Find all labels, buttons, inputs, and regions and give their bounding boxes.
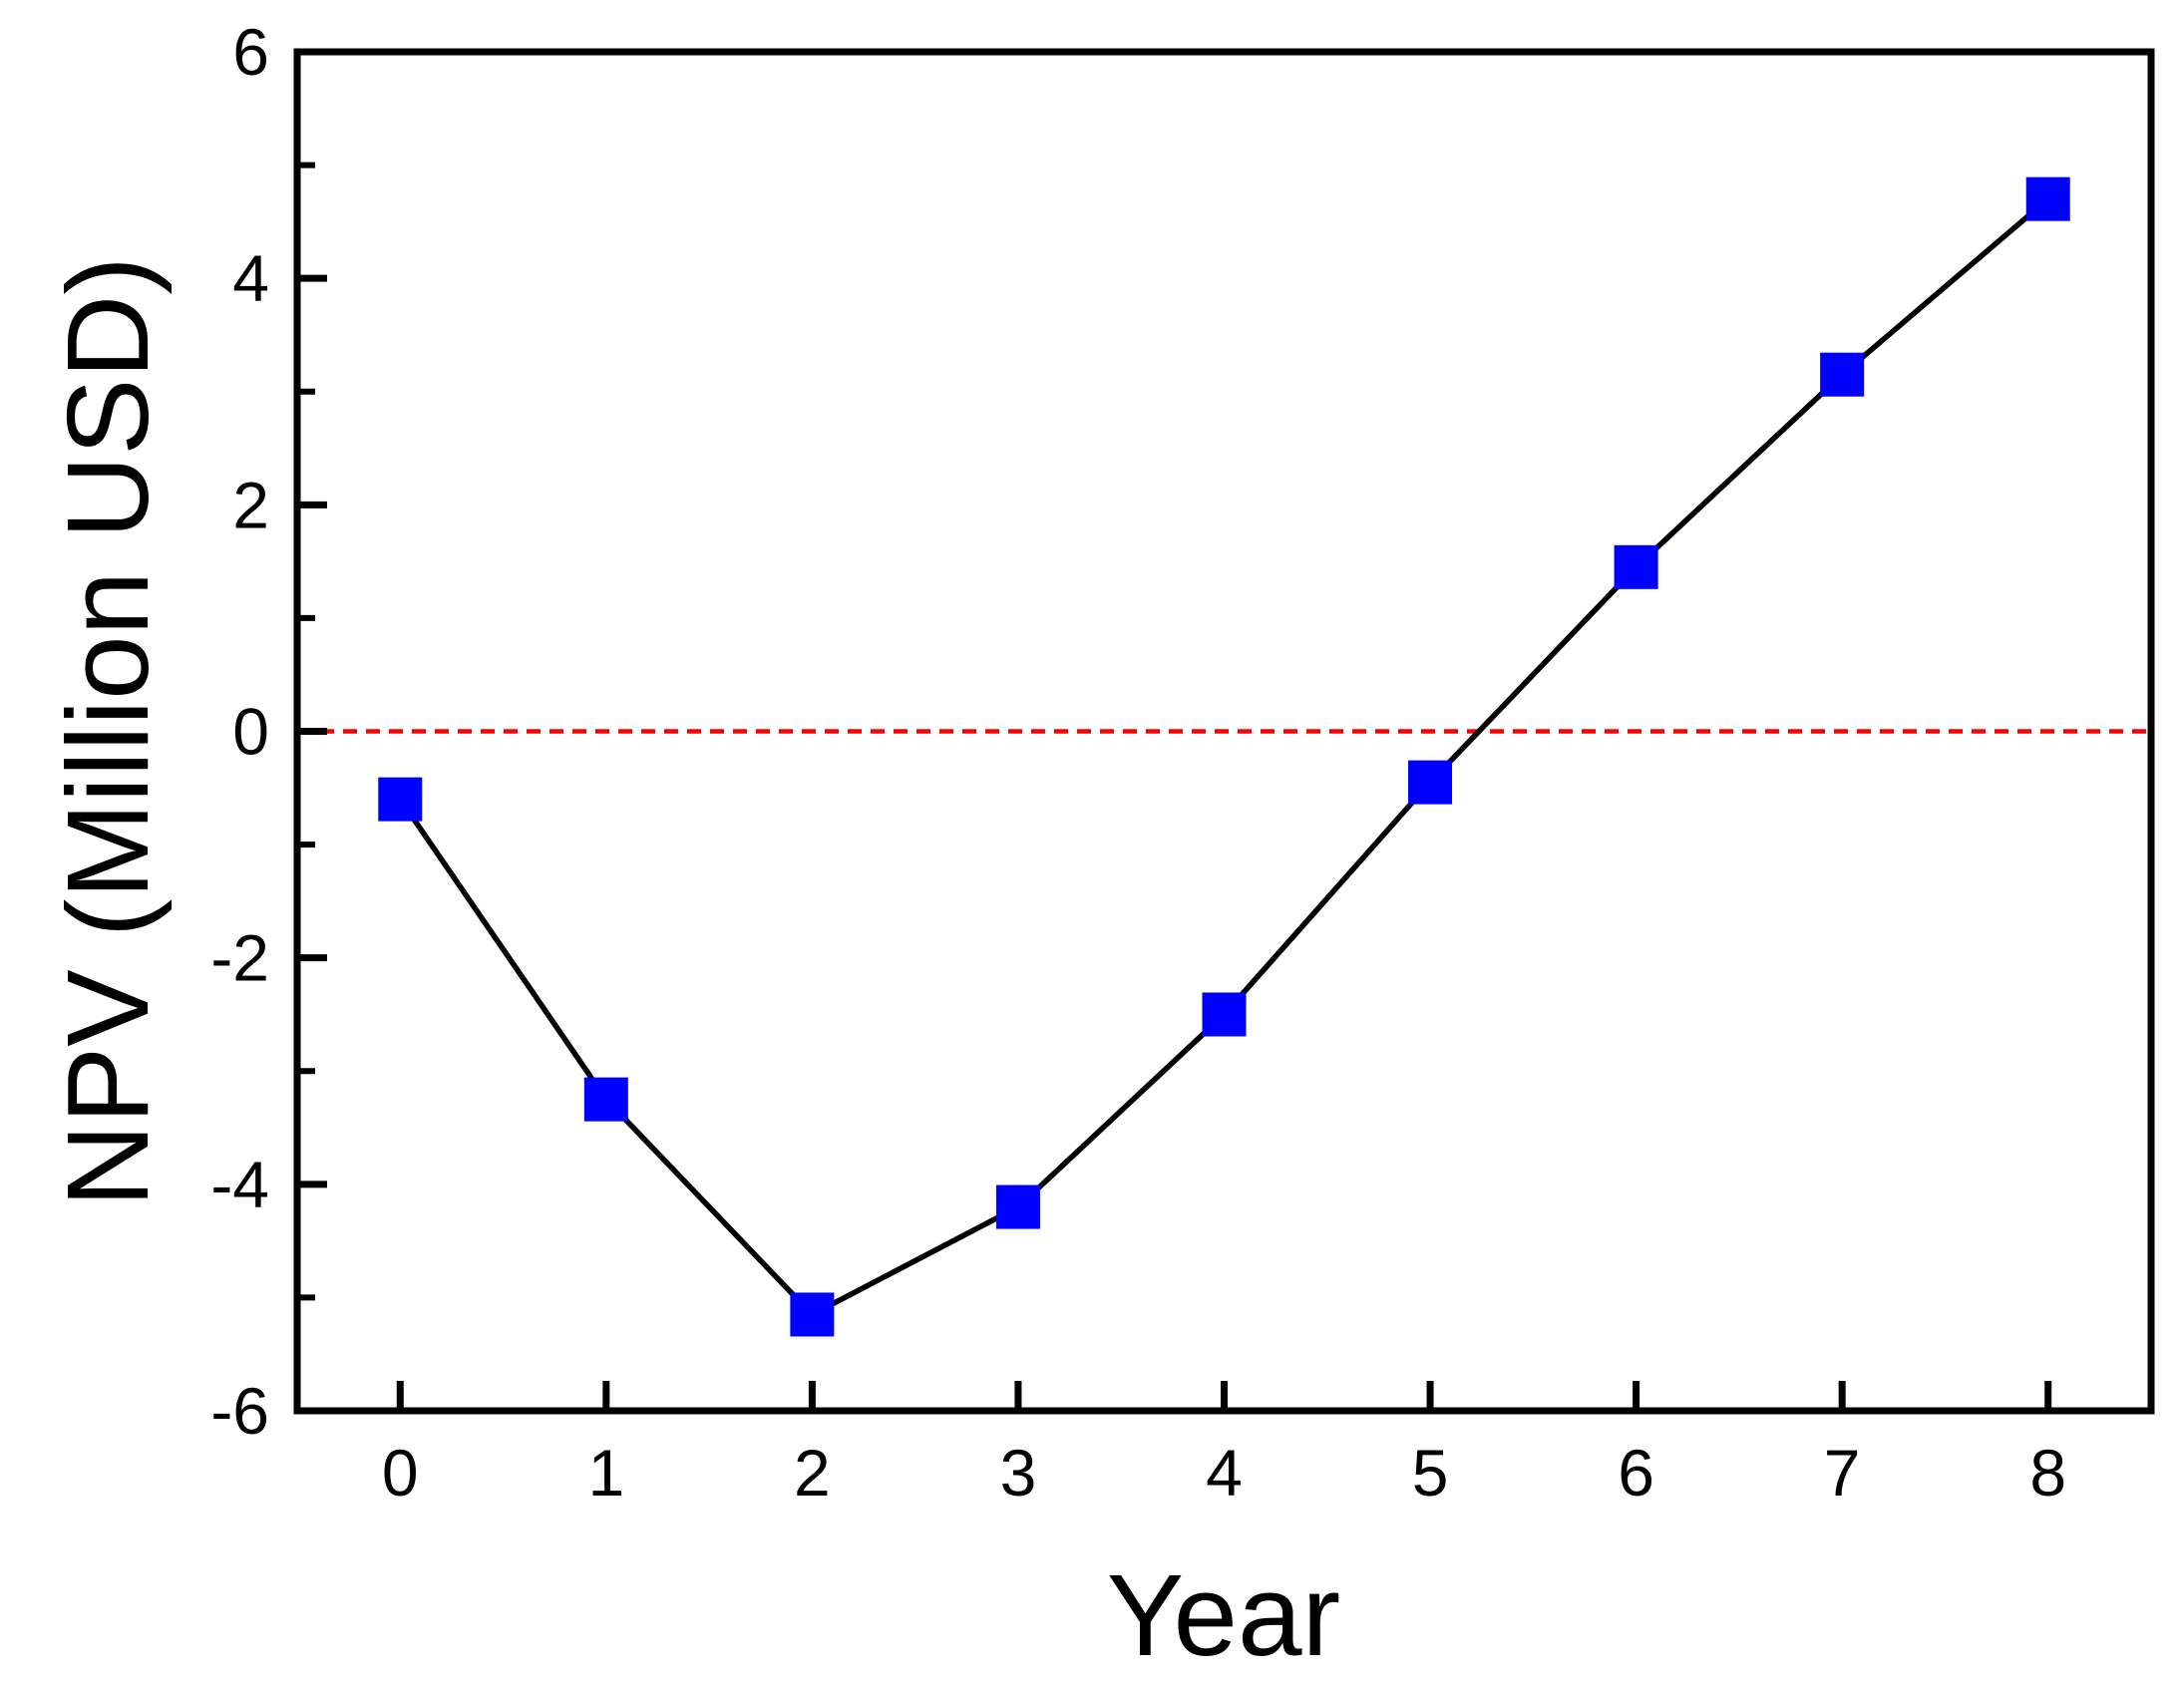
- y-tick-label: -4: [210, 1148, 269, 1221]
- plot-area: 6 4 2 0 -2 -4 -6 0 1 2 3 4 5 6 7 8: [210, 15, 2155, 1510]
- y-tick-label: 0: [232, 695, 269, 769]
- x-axis-title: Year: [1107, 1550, 1340, 1680]
- data-point-marker: [378, 777, 423, 822]
- x-tick-label: 7: [1824, 1436, 1861, 1510]
- y-tick-label: 2: [232, 468, 269, 541]
- data-point-marker: [1202, 992, 1247, 1037]
- data-point-marker: [1614, 544, 1658, 589]
- data-point-marker: [2025, 176, 2070, 221]
- data-point-marker: [790, 1292, 835, 1337]
- data-point-marker: [1820, 352, 1865, 397]
- x-tick-label: 8: [2029, 1436, 2066, 1510]
- x-tick-label: 4: [1206, 1436, 1243, 1510]
- data-point-marker: [995, 1184, 1040, 1229]
- y-tick-label: 6: [232, 15, 269, 89]
- y-tick-label: -6: [210, 1374, 269, 1448]
- x-tick-label: 6: [1618, 1436, 1654, 1510]
- x-tick-label: 1: [587, 1436, 624, 1510]
- y-tick-label: -2: [210, 921, 269, 995]
- axes-spines: [293, 48, 2155, 1415]
- x-tick-label: 3: [1000, 1436, 1037, 1510]
- x-tick-label: 0: [382, 1436, 419, 1510]
- x-tick-label: 2: [794, 1436, 831, 1510]
- data-point-marker: [1408, 760, 1453, 805]
- series-line: [398, 196, 2050, 1318]
- y-axis-title: NPV (Million USD): [43, 256, 173, 1207]
- data-point-marker: [583, 1077, 628, 1122]
- y-tick-label: 4: [232, 241, 269, 315]
- x-tick-label: 5: [1412, 1436, 1449, 1510]
